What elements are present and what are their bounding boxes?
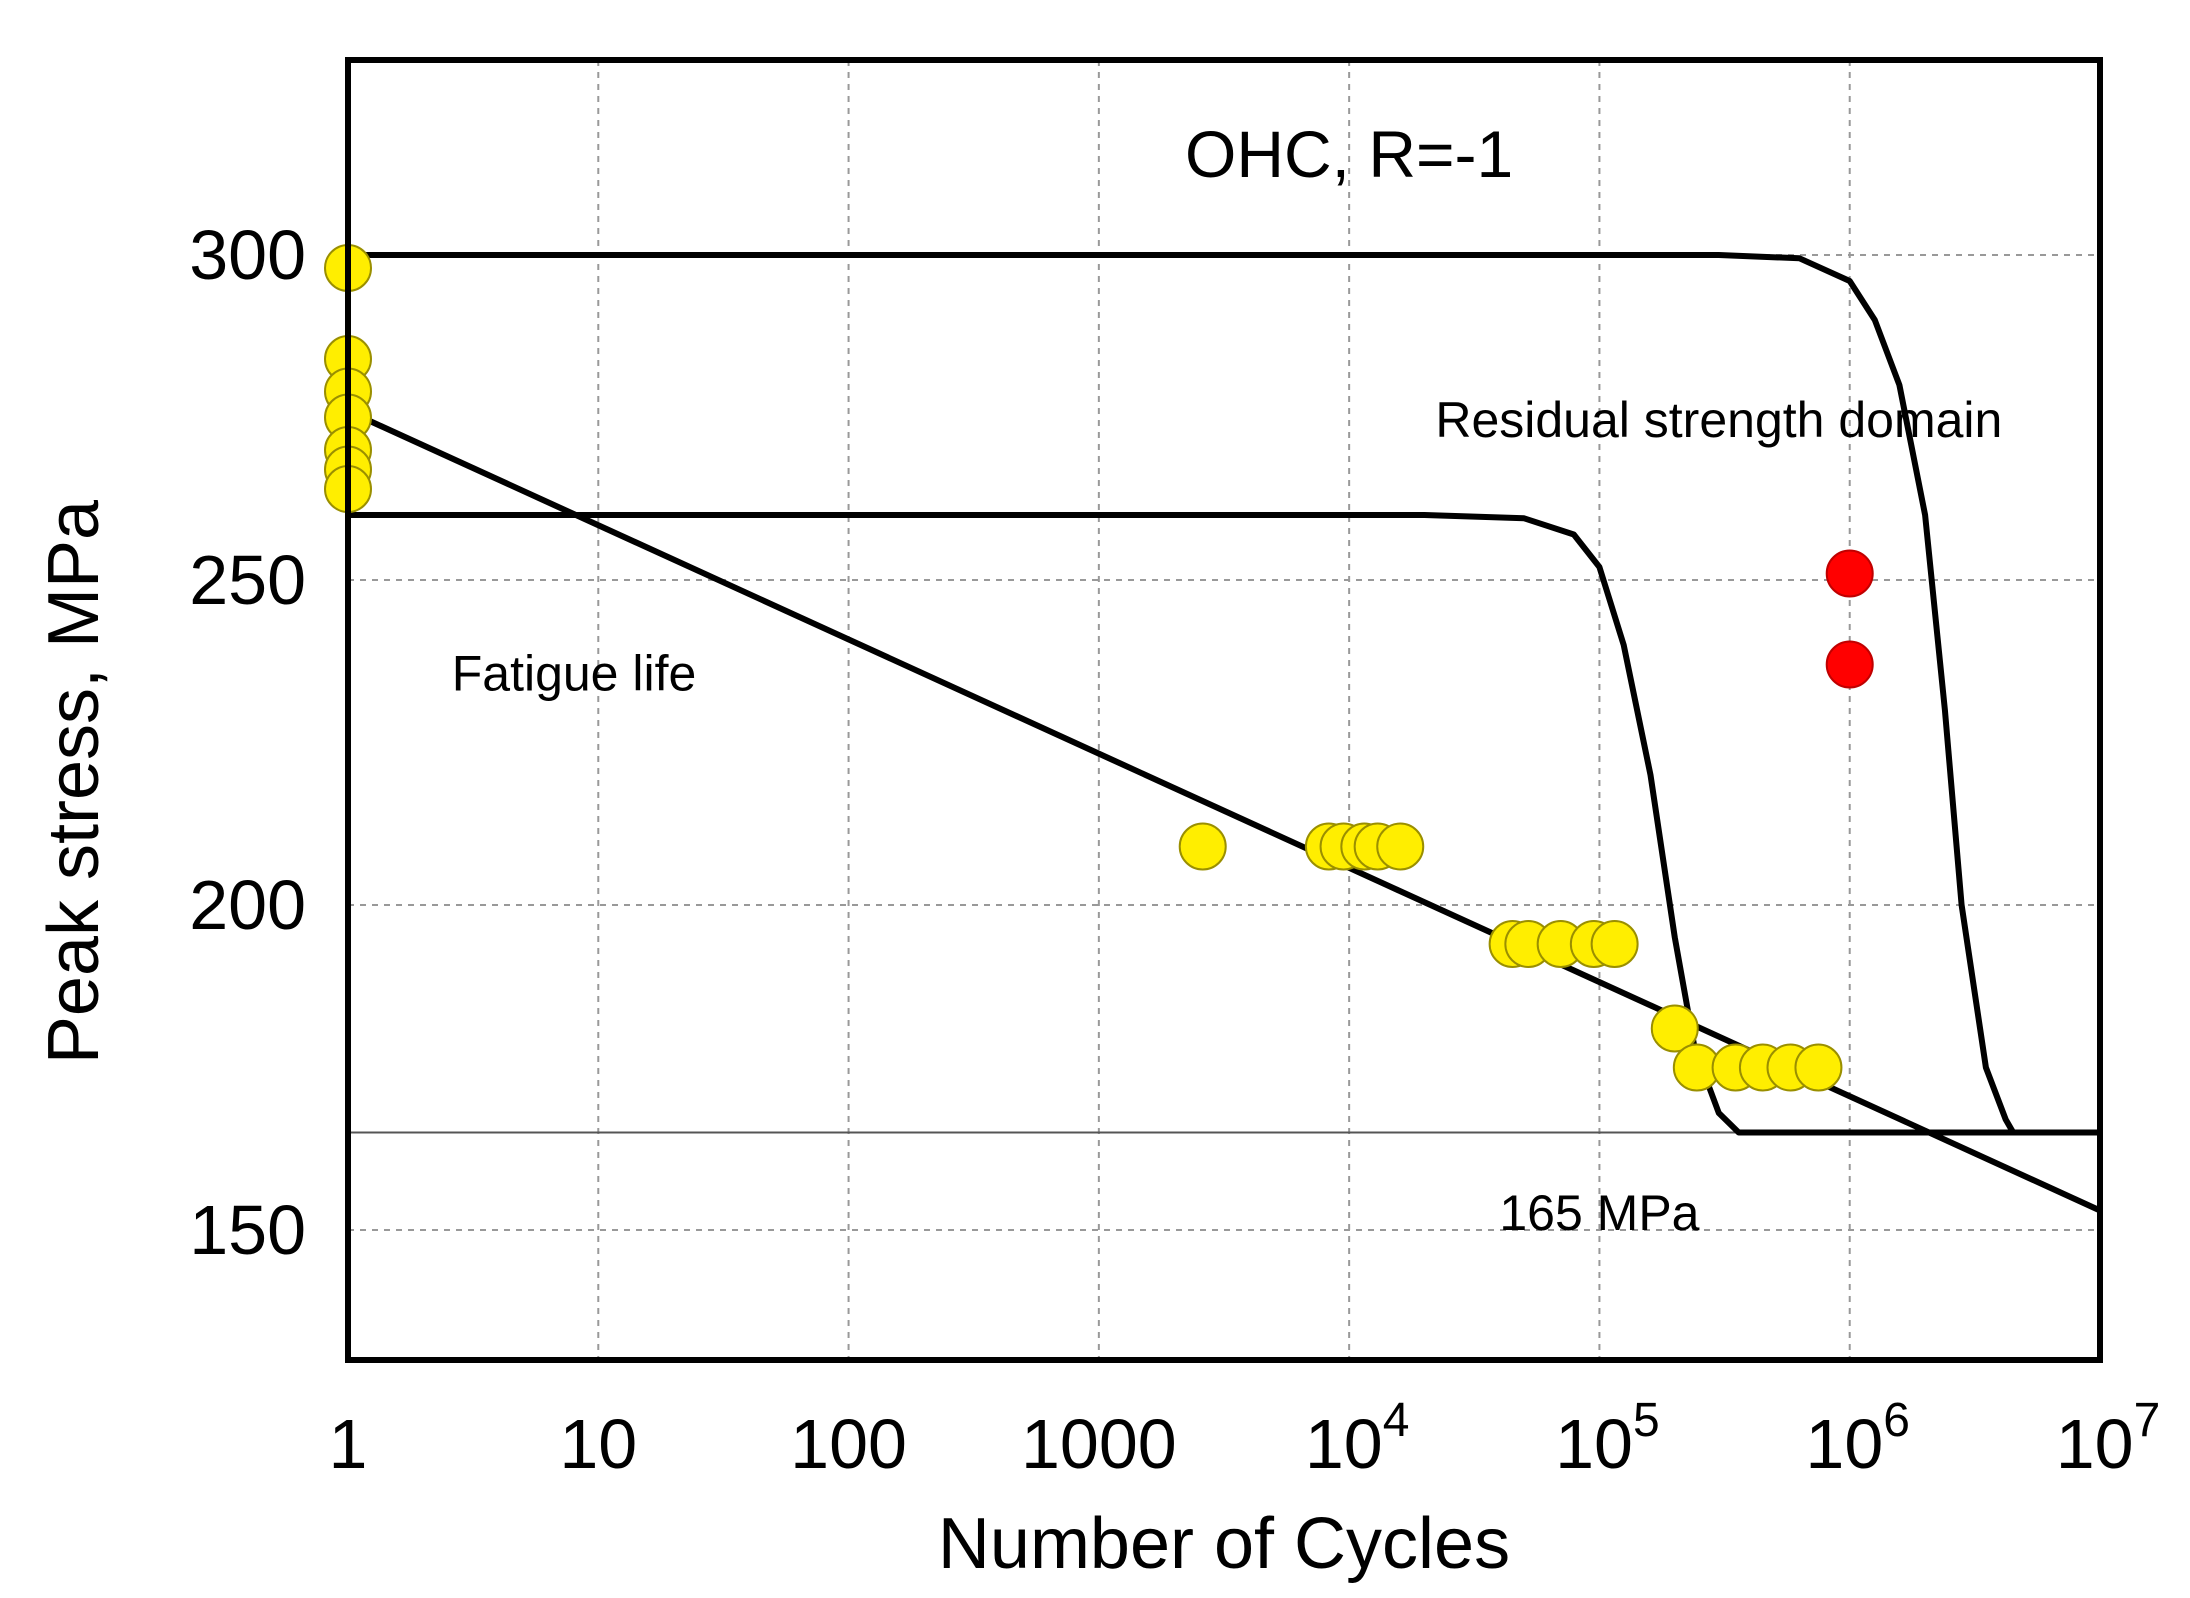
x-tick-exponent: 5 bbox=[1633, 1394, 1660, 1447]
fatigue-point bbox=[1794, 1043, 1843, 1092]
x-tick-base: 10 bbox=[2056, 1405, 2134, 1483]
x-tick-label: 106 bbox=[1805, 1394, 1910, 1483]
x-tick-label: 105 bbox=[1555, 1394, 1660, 1483]
x-tick-base: 10 bbox=[1805, 1405, 1883, 1483]
y-axis-title: Peak stress, MPa bbox=[34, 499, 114, 1064]
y-tick-label: 300 bbox=[189, 216, 306, 294]
x-tick-label: 10 bbox=[559, 1405, 637, 1483]
fatigue-point bbox=[1376, 822, 1425, 871]
runout-point bbox=[1825, 640, 1874, 689]
x-tick-label: 104 bbox=[1305, 1394, 1410, 1483]
y-tick-label: 250 bbox=[189, 541, 306, 619]
series-line-2 bbox=[348, 512, 2100, 1136]
annotation: 165 MPa bbox=[1499, 1185, 1699, 1241]
x-tick-base: 100 bbox=[790, 1405, 907, 1483]
annotations: Residual strength domain Fatigue life 165 … bbox=[452, 117, 2003, 1241]
x-tick-base: 10 bbox=[1555, 1405, 1633, 1483]
y-tick-label: 200 bbox=[189, 866, 306, 944]
runout-point bbox=[1825, 549, 1874, 598]
x-tick-label: 1000 bbox=[1021, 1405, 1177, 1483]
fatigue-point bbox=[1650, 1004, 1699, 1053]
fatigue-point bbox=[1178, 822, 1227, 871]
x-tick-exponent: 7 bbox=[2134, 1394, 2161, 1447]
x-tick-label: 107 bbox=[2056, 1394, 2161, 1483]
annotation: Fatigue life bbox=[452, 646, 697, 702]
x-tick-base: 1 bbox=[329, 1405, 368, 1483]
y-tick-label: 150 bbox=[189, 1191, 306, 1269]
plot-frame bbox=[345, 57, 2103, 1363]
annotation: OHC, R=-1 bbox=[1185, 117, 1513, 191]
x-tick-label: 100 bbox=[790, 1405, 907, 1483]
x-tick-base: 10 bbox=[559, 1405, 637, 1483]
series-line-1 bbox=[348, 252, 2100, 1136]
x-axis-title: Number of Cycles bbox=[938, 1504, 1510, 1584]
x-tick-base: 10 bbox=[1305, 1405, 1383, 1483]
x-axis-ticks: 1 10 100 1000 104 105 106 107 bbox=[329, 1394, 2161, 1483]
x-tick-label: 1 bbox=[329, 1405, 368, 1483]
x-tick-base: 1000 bbox=[1021, 1405, 1177, 1483]
fatigue-point bbox=[1590, 920, 1639, 968]
annotation: Residual strength domain bbox=[1435, 392, 2002, 448]
x-tick-exponent: 4 bbox=[1383, 1394, 1410, 1447]
y-axis-ticks: 150 200 250 300 bbox=[189, 216, 306, 1269]
x-tick-exponent: 6 bbox=[1883, 1394, 1910, 1447]
